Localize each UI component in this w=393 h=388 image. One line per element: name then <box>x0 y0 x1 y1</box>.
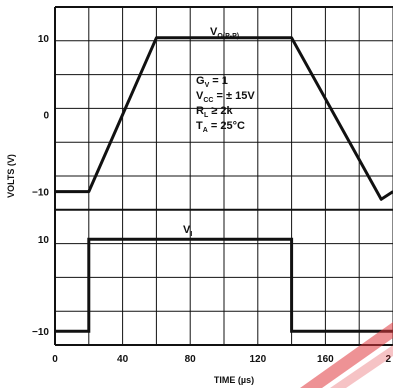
y-tick-label: −10 <box>32 327 49 338</box>
condition-annotation: TA = 25°C <box>196 120 245 134</box>
x-tick-label: 80 <box>185 354 197 365</box>
y-axis-label: VOLTS (V) <box>6 154 16 198</box>
output-series-label: VO(P-P) <box>210 26 239 40</box>
x-tick-label: 160 <box>317 354 334 365</box>
input-trace <box>55 237 393 333</box>
y-tick-label: 10 <box>38 34 50 45</box>
x-tick-label: 0 <box>52 354 58 365</box>
y-tick-label: 10 <box>38 235 50 246</box>
watermark-stripe <box>300 322 393 388</box>
y-tick-label: 0 <box>43 111 49 122</box>
input-series-label: VI <box>183 224 192 238</box>
y-tick-label: −10 <box>32 188 49 199</box>
x-tick-label: 2 <box>385 354 391 365</box>
x-tick-label: 120 <box>249 354 266 365</box>
output-trace <box>55 36 393 201</box>
condition-annotation: GV = 1 <box>196 75 228 89</box>
condition-annotation: RL ≥ 2k <box>196 105 234 119</box>
watermark-stripe <box>330 345 393 388</box>
watermark <box>300 322 393 388</box>
traces <box>55 36 393 333</box>
x-tick-label: 40 <box>117 354 129 365</box>
plot-grid <box>54 6 393 346</box>
condition-annotation: VCC = ± 15V <box>196 90 255 104</box>
x-axis-label: TIME (µs) <box>214 375 254 385</box>
labels: 10 0 −10 10 −10 0 40 80 120 160 2 TIME (µs) VOLTS (V… <box>6 26 391 385</box>
